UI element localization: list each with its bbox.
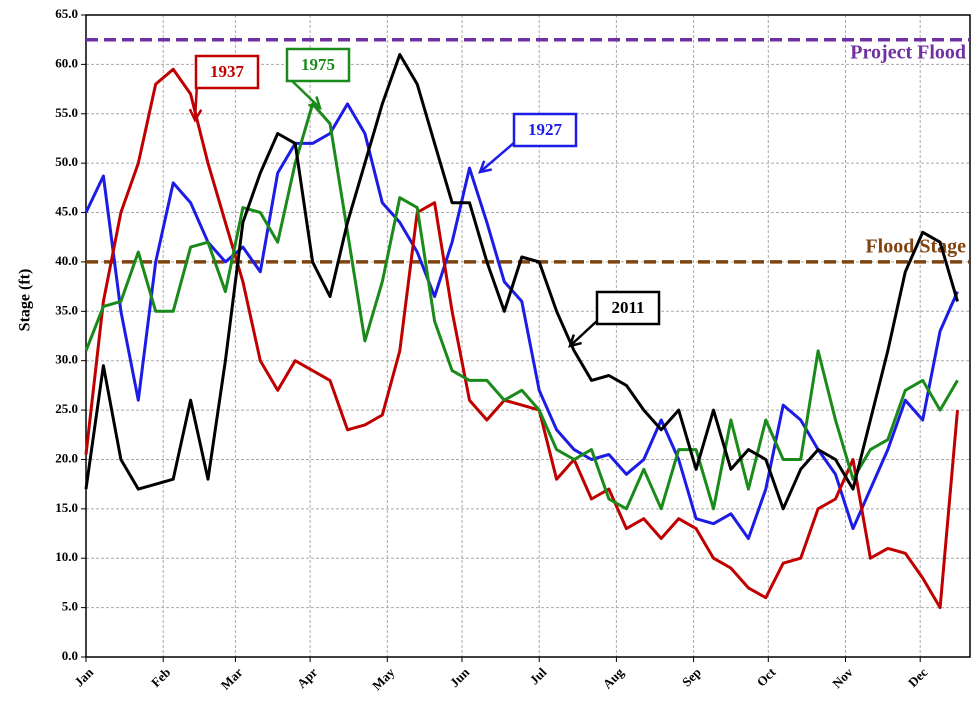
- annotation-box: [285, 47, 351, 83]
- y-tick-label: 0.0: [62, 648, 78, 663]
- annotation-arrowhead: [568, 334, 582, 348]
- y-tick-label: 45.0: [55, 204, 78, 219]
- annotation: 1927: [478, 112, 578, 174]
- annotation: 2011: [568, 290, 661, 348]
- annotation-arrowhead: [308, 96, 322, 110]
- reference-label: Project Flood: [850, 41, 966, 63]
- annotation-label: 2011: [611, 298, 644, 317]
- series-line: [84, 67, 959, 610]
- annotation-arrow: [569, 319, 599, 347]
- y-axis-label: Stage (ft): [17, 269, 34, 332]
- annotation-arrowhead: [188, 108, 203, 123]
- x-tick-label: Nov: [829, 664, 856, 691]
- y-tick-label: 40.0: [55, 253, 78, 268]
- x-tick-label: Aug: [600, 664, 627, 691]
- y-tick-label: 5.0: [62, 599, 78, 614]
- y-tick-label: 25.0: [55, 401, 78, 416]
- y-tick-label: 65.0: [55, 6, 78, 21]
- annotation-arrow: [193, 83, 199, 121]
- x-tick-label: Jul: [527, 664, 550, 687]
- y-tick-label: 50.0: [55, 154, 78, 169]
- y-tick-label: 30.0: [55, 352, 78, 367]
- annotation: 1975: [285, 47, 351, 110]
- annotation-box: [194, 54, 260, 90]
- x-tick-label: Mar: [218, 664, 246, 692]
- annotation: 1937: [188, 54, 260, 123]
- annotation-arrowhead: [478, 160, 492, 174]
- y-tick-label: 15.0: [55, 500, 78, 515]
- y-tick-label: 55.0: [55, 105, 78, 120]
- x-tick-label: Sep: [679, 665, 704, 690]
- x-tick-label: Jan: [71, 664, 96, 689]
- x-tick-label: Dec: [905, 664, 931, 690]
- x-tick-label: May: [369, 664, 398, 693]
- annotation-box: [512, 112, 578, 148]
- plot-frame: [85, 14, 971, 658]
- x-tick-label: Feb: [148, 665, 173, 690]
- y-tick-label: 20.0: [55, 450, 78, 465]
- annotation-label: 1937: [210, 62, 245, 81]
- x-tick-label: Oct: [754, 664, 779, 689]
- y-tick-label: 10.0: [55, 549, 78, 564]
- y-tick-label: 35.0: [55, 302, 78, 317]
- x-tick-label: Apr: [294, 664, 321, 691]
- annotation-label: 1975: [301, 55, 335, 74]
- annotation-label: 1927: [528, 120, 563, 139]
- annotation-arrow: [479, 141, 516, 173]
- annotation-box: [595, 290, 661, 326]
- series-line: [84, 102, 959, 540]
- series-line: [84, 102, 959, 511]
- y-tick-label: 60.0: [55, 55, 78, 70]
- series-line: [84, 53, 959, 511]
- x-tick-label: Jun: [447, 664, 473, 690]
